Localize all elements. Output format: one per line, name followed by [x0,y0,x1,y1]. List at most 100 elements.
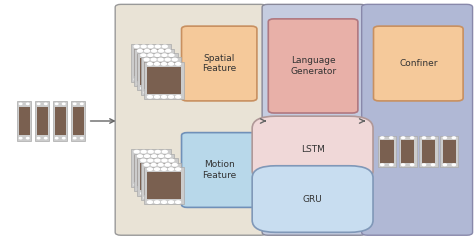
Circle shape [155,63,159,65]
Bar [17,101,31,141]
Text: Motion
Feature: Motion Feature [202,160,237,180]
FancyBboxPatch shape [182,26,257,101]
Circle shape [145,83,149,85]
Circle shape [159,155,164,157]
Circle shape [147,63,152,65]
Bar [443,140,456,163]
Circle shape [73,137,76,139]
Text: Spatial
Feature: Spatial Feature [202,54,237,73]
Circle shape [134,183,139,186]
Circle shape [55,137,58,139]
Circle shape [452,137,456,139]
Circle shape [162,54,167,56]
Circle shape [166,155,171,157]
Circle shape [134,78,139,81]
FancyBboxPatch shape [362,4,473,235]
Circle shape [151,164,156,166]
Circle shape [63,137,65,139]
Bar [144,167,184,204]
Circle shape [162,96,166,98]
Circle shape [63,103,65,105]
Circle shape [158,197,163,199]
Circle shape [152,83,156,85]
Bar [141,163,181,200]
Text: Language
Generator: Language Generator [290,56,336,76]
Bar [131,44,171,82]
Circle shape [169,63,173,65]
Circle shape [169,168,173,170]
Circle shape [37,103,40,105]
Circle shape [137,155,142,157]
Circle shape [155,201,159,203]
Bar [37,107,47,135]
Bar [134,49,168,76]
Circle shape [443,164,447,166]
Circle shape [401,137,405,139]
Circle shape [27,103,29,105]
Circle shape [148,192,153,195]
Circle shape [147,96,152,98]
Bar [55,107,65,135]
Text: GRU: GRU [303,195,322,204]
Bar [141,57,181,95]
FancyBboxPatch shape [262,4,366,235]
Circle shape [141,78,146,81]
Circle shape [45,137,47,139]
Circle shape [148,159,153,162]
Circle shape [173,91,177,94]
Circle shape [155,151,160,153]
Circle shape [422,137,426,139]
Circle shape [169,54,174,56]
Circle shape [410,164,414,166]
Circle shape [169,159,174,162]
Circle shape [19,137,22,139]
Circle shape [452,164,456,166]
Circle shape [155,96,159,98]
Circle shape [148,54,153,56]
Circle shape [173,58,177,61]
FancyBboxPatch shape [115,4,266,235]
Circle shape [169,192,174,195]
Circle shape [155,159,160,162]
Circle shape [169,96,173,98]
Circle shape [422,164,426,166]
Bar [134,154,174,191]
Circle shape [381,164,384,166]
Circle shape [73,103,76,105]
Circle shape [155,54,160,56]
Circle shape [162,168,166,170]
Bar [147,172,181,199]
Bar [137,54,171,81]
Bar [71,101,85,141]
Circle shape [19,103,22,105]
Circle shape [151,58,156,61]
Bar [137,53,178,90]
Bar [422,140,435,163]
Bar [134,155,168,182]
Circle shape [390,164,393,166]
Circle shape [144,58,149,61]
Circle shape [173,197,177,199]
Bar [137,158,178,196]
Circle shape [165,58,170,61]
Bar [380,140,393,163]
Circle shape [163,151,167,153]
Bar [144,168,178,195]
Circle shape [381,137,384,139]
Circle shape [147,201,152,203]
Circle shape [141,54,146,56]
Bar [137,159,171,186]
Circle shape [152,50,156,52]
Circle shape [141,45,146,48]
Bar [53,101,67,141]
Circle shape [137,50,142,52]
Bar [19,107,29,135]
Circle shape [81,103,83,105]
Circle shape [176,63,181,65]
Circle shape [151,91,156,94]
Bar [134,48,174,86]
Circle shape [173,164,177,166]
Circle shape [37,137,40,139]
Circle shape [134,45,139,48]
Circle shape [390,137,393,139]
